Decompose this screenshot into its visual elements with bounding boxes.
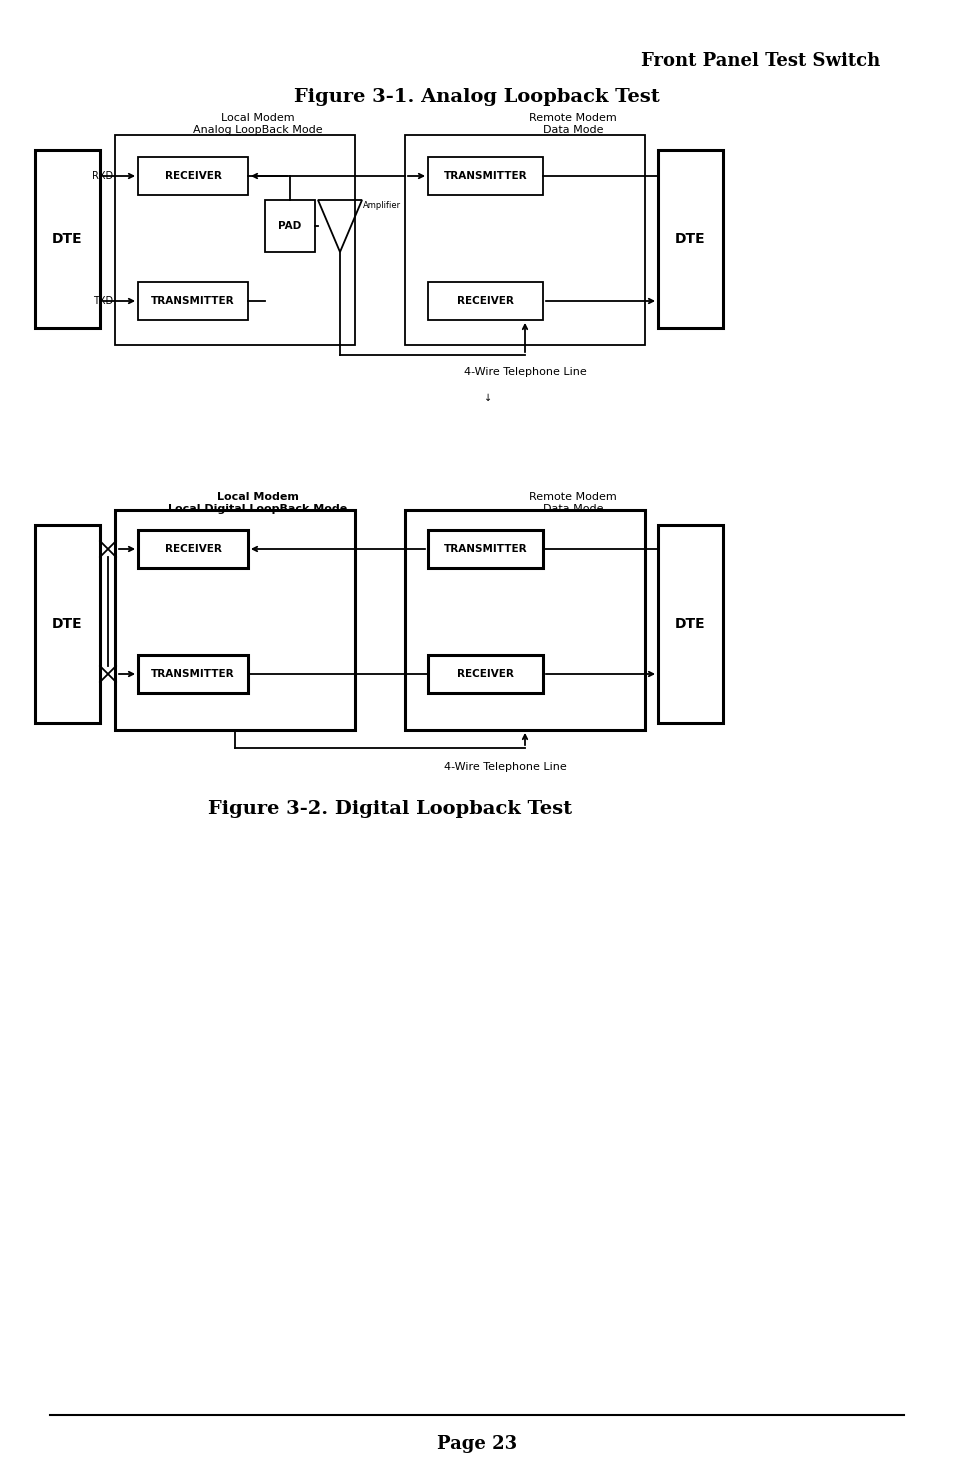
Text: DTE: DTE: [675, 232, 705, 246]
Bar: [138, 282, 248, 320]
Bar: [265, 201, 314, 252]
Text: RECEIVER: RECEIVER: [456, 296, 514, 305]
Bar: [428, 282, 542, 320]
Text: 4-Wire Telephone Line: 4-Wire Telephone Line: [443, 763, 566, 771]
Bar: [35, 525, 100, 723]
Bar: [138, 156, 248, 195]
Text: TRANSMITTER: TRANSMITTER: [151, 296, 234, 305]
Bar: [115, 136, 355, 345]
Text: TRANSMITTER: TRANSMITTER: [443, 544, 527, 555]
Text: Remote Modem
Data Mode: Remote Modem Data Mode: [529, 493, 617, 513]
Text: RXD: RXD: [91, 171, 112, 181]
Text: PAD: PAD: [278, 221, 301, 232]
Text: Remote Modem
Data Mode: Remote Modem Data Mode: [529, 114, 617, 134]
Text: DTE: DTE: [52, 232, 83, 246]
Text: RECEIVER: RECEIVER: [164, 544, 221, 555]
Text: TRANSMITTER: TRANSMITTER: [151, 670, 234, 678]
Bar: [138, 530, 248, 568]
Bar: [658, 150, 722, 327]
Bar: [138, 655, 248, 693]
Bar: [428, 655, 542, 693]
Text: Local Modem
Analog LoopBack Mode: Local Modem Analog LoopBack Mode: [193, 114, 322, 134]
Bar: [428, 530, 542, 568]
Text: Figure 3-2. Digital Loopback Test: Figure 3-2. Digital Loopback Test: [208, 799, 572, 819]
Text: RECEIVER: RECEIVER: [456, 670, 514, 678]
Bar: [35, 150, 100, 327]
Text: Local Modem
Local Digital LoopBack Mode: Local Modem Local Digital LoopBack Mode: [168, 493, 347, 513]
Text: DTE: DTE: [675, 617, 705, 631]
Text: 4-Wire Telephone Line: 4-Wire Telephone Line: [463, 367, 586, 378]
Text: Amplifier: Amplifier: [363, 201, 400, 209]
Bar: [405, 136, 644, 345]
Bar: [428, 156, 542, 195]
Bar: [658, 525, 722, 723]
Text: RECEIVER: RECEIVER: [164, 171, 221, 181]
Text: TRANSMITTER: TRANSMITTER: [443, 171, 527, 181]
Bar: [405, 510, 644, 730]
Text: TXD: TXD: [92, 296, 112, 305]
Text: Figure 3-1. Analog Loopback Test: Figure 3-1. Analog Loopback Test: [294, 88, 659, 106]
Text: DTE: DTE: [52, 617, 83, 631]
Bar: [115, 510, 355, 730]
Text: ↓: ↓: [483, 392, 492, 403]
Text: Front Panel Test Switch: Front Panel Test Switch: [640, 52, 879, 69]
Text: Page 23: Page 23: [436, 1435, 517, 1453]
